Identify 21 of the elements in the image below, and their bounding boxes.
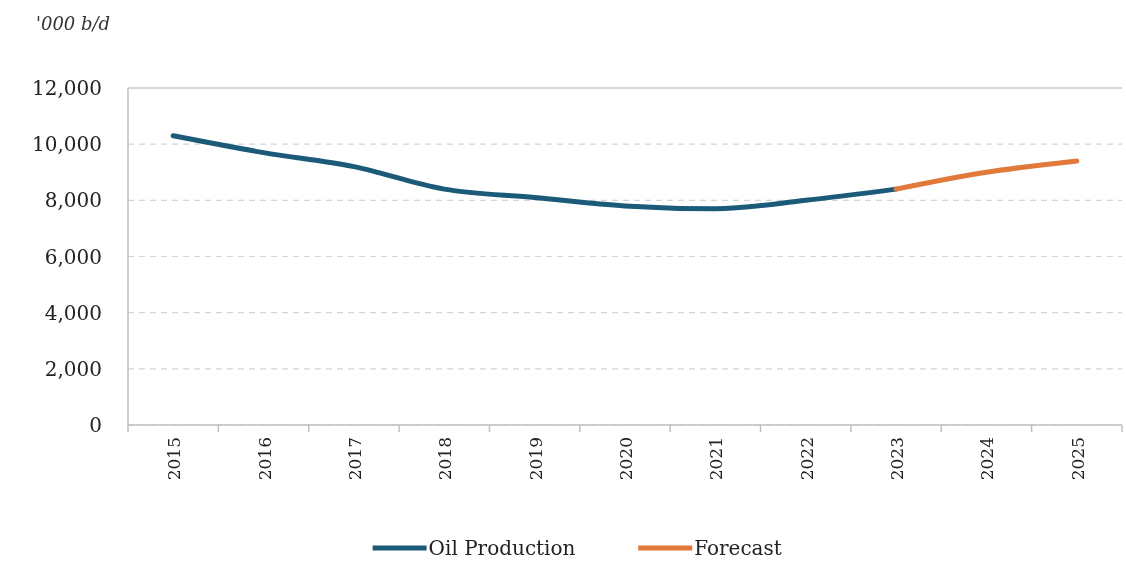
x-tick-label: 2025 (1067, 437, 1088, 481)
legend-label: Forecast (694, 536, 782, 560)
y-tick-label: 12,000 (32, 76, 102, 100)
x-tick-label: 2015 (164, 437, 185, 481)
x-tick-label: 2017 (344, 437, 365, 481)
x-tick-label: 2021 (706, 437, 727, 481)
x-tick-label: 2022 (796, 437, 817, 481)
y-tick-label: 0 (89, 413, 102, 437)
legend-label: Oil Production (428, 536, 576, 560)
y-axis-title: '000 b/d (36, 13, 111, 34)
x-tick-label: 2023 (887, 437, 908, 481)
x-tick-label: 2024 (977, 437, 998, 481)
y-tick-label: 6,000 (44, 244, 102, 269)
x-tick-label: 2016 (254, 437, 275, 481)
y-tick-label: 4,000 (44, 300, 102, 325)
x-tick-label: 2019 (525, 437, 546, 481)
x-tick-label: 2018 (435, 437, 456, 481)
y-tick-label: 8,000 (44, 188, 102, 213)
x-tick-label: 2020 (616, 437, 636, 481)
y-tick-label: 2,000 (44, 356, 102, 381)
y-tick-label: 10,000 (32, 132, 102, 157)
